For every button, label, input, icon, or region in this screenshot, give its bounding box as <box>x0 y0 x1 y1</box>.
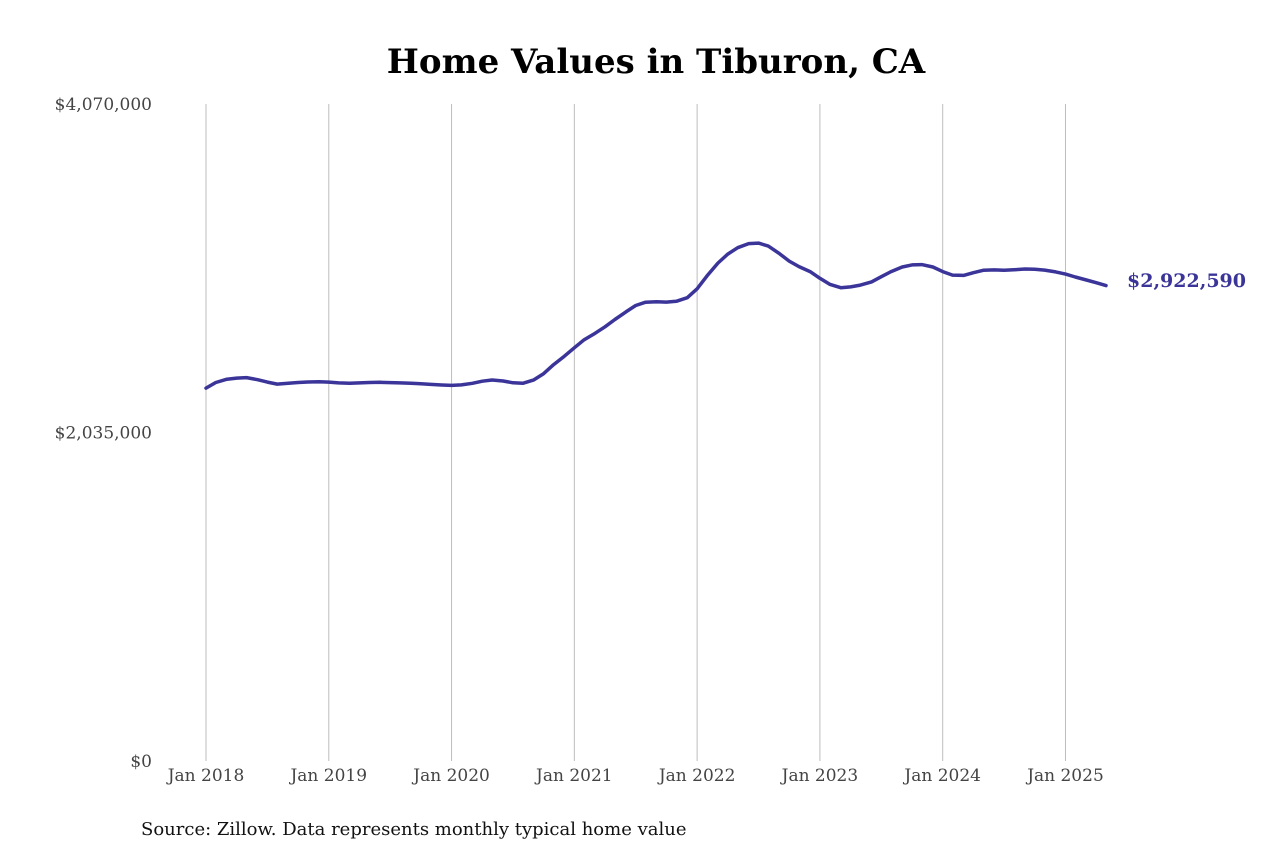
x-tick-label: Jan 2023 <box>780 766 859 786</box>
end-value-label: $2,922,590 <box>1127 270 1246 292</box>
gridlines <box>205 104 1066 761</box>
x-tick-label: Jan 2018 <box>166 766 245 786</box>
x-tick-label: Jan 2019 <box>288 766 367 786</box>
y-axis: $4,070,000 $2,035,000 $0 <box>55 95 152 772</box>
x-axis: Jan 2018 Jan 2019 Jan 2020 Jan 2021 Jan 2022… <box>166 766 1104 786</box>
y-tick-label: $2,035,000 <box>55 424 152 444</box>
y-tick-label: $0 <box>130 752 152 772</box>
x-tick-label: Jan 2025 <box>1025 766 1104 786</box>
x-tick-label: Jan 2021 <box>534 766 613 786</box>
chart-title: Home Values in Tiburon, CA <box>387 42 926 82</box>
x-tick-label: Jan 2024 <box>902 766 981 786</box>
x-tick-label: Jan 2022 <box>657 766 736 786</box>
source-note: Source: Zillow. Data represents monthly … <box>141 819 687 840</box>
y-tick-label: $4,070,000 <box>55 95 152 115</box>
x-tick-label: Jan 2020 <box>411 766 490 786</box>
series-line-home-value <box>204 241 1108 390</box>
